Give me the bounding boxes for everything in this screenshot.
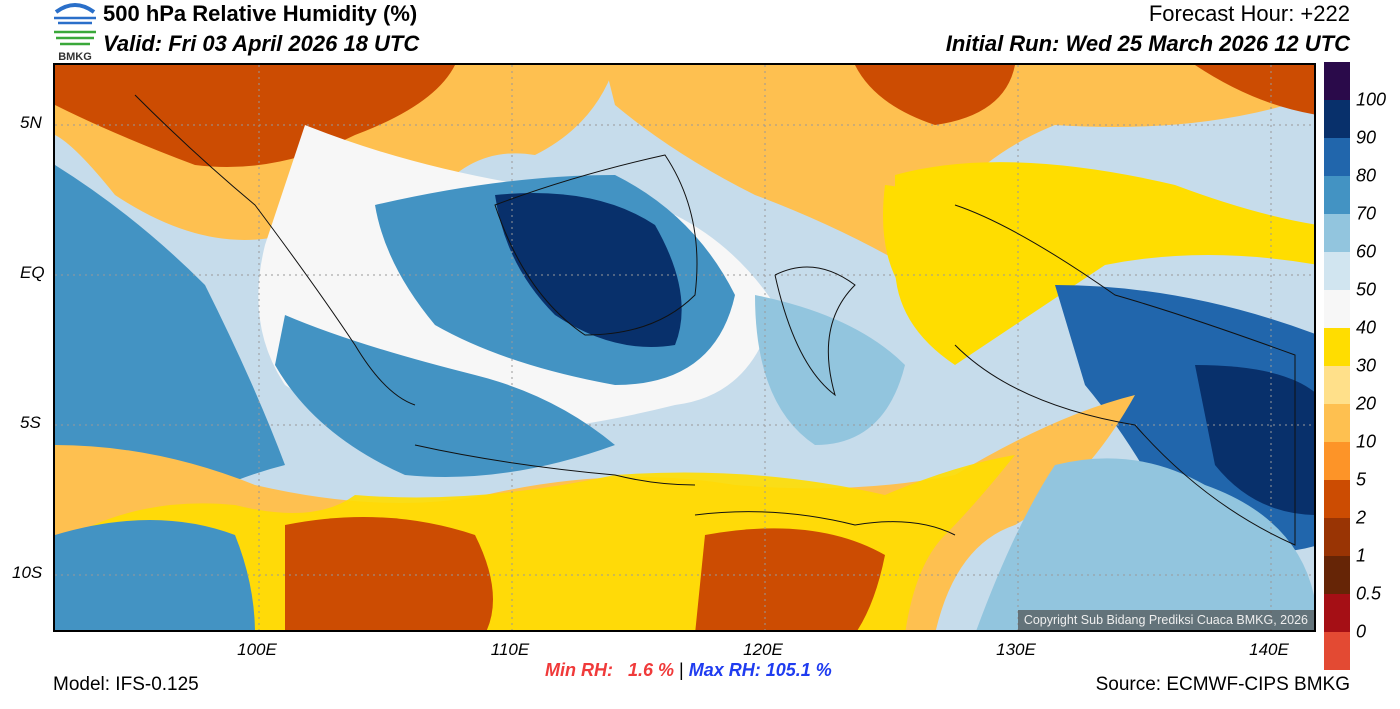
max-rh: Max RH: 105.1 % bbox=[688, 660, 832, 680]
colorbar-bin bbox=[1324, 328, 1350, 366]
colorbar-label: 50 bbox=[1356, 279, 1377, 300]
initial-run: Initial Run: Wed 25 March 2026 12 UTC bbox=[945, 31, 1350, 56]
lon-label: 100E bbox=[237, 640, 277, 659]
colorbar-bin bbox=[1324, 594, 1350, 632]
colorbar-label: 80 bbox=[1356, 165, 1377, 186]
rh-stats: Min RH: 1.6 % | Max RH: 105.1 % bbox=[545, 660, 832, 681]
graticule bbox=[55, 65, 1314, 630]
colorbar-label: 40 bbox=[1356, 317, 1377, 338]
colorbar-label: 90 bbox=[1356, 127, 1377, 148]
colorbar-label: 1 bbox=[1356, 545, 1367, 566]
colorbar-label: 0 bbox=[1356, 621, 1367, 642]
separator: | bbox=[679, 660, 684, 680]
colorbar-label: 70 bbox=[1356, 203, 1377, 224]
humidity-field bbox=[55, 65, 1314, 630]
colorbar-label: 2 bbox=[1356, 507, 1367, 528]
lon-label: 110E bbox=[490, 640, 530, 659]
colorbar-bin bbox=[1324, 252, 1350, 290]
colorbar-bin bbox=[1324, 632, 1350, 670]
colorbar-bin bbox=[1324, 100, 1350, 138]
svg-text:BMKG: BMKG bbox=[58, 51, 92, 62]
colorbar-bin bbox=[1324, 556, 1350, 594]
colorbar-bin bbox=[1324, 214, 1350, 252]
colorbar-label: 100 bbox=[1356, 89, 1387, 110]
colorbar-bin bbox=[1324, 290, 1350, 328]
lat-label: 5N bbox=[20, 113, 42, 132]
colorbar-label: 60 bbox=[1356, 241, 1377, 262]
lat-label: 5S bbox=[20, 413, 41, 432]
colorbar-bin bbox=[1324, 442, 1350, 480]
lat-label: EQ bbox=[20, 263, 45, 282]
colorbar-label: 5 bbox=[1356, 469, 1367, 490]
colorbar-bin bbox=[1324, 176, 1350, 214]
coastlines bbox=[134, 94, 1296, 546]
colorbar-label: 20 bbox=[1356, 393, 1377, 414]
colorbar-bin bbox=[1324, 138, 1350, 176]
colorbar-bin bbox=[1324, 404, 1350, 442]
colorbar-label: 10 bbox=[1356, 431, 1377, 452]
lon-label: 140E bbox=[1249, 640, 1289, 659]
lon-label: 130E bbox=[996, 640, 1036, 659]
colorbar-label: 0.5 bbox=[1356, 583, 1382, 604]
colorbar-bin bbox=[1324, 62, 1350, 100]
colorbar-bin bbox=[1324, 518, 1350, 556]
copyright-notice: Copyright Sub Bidang Prediksi Cuaca BMKG… bbox=[1017, 610, 1314, 630]
colorbar-bin bbox=[1324, 366, 1350, 404]
model-label: Model: IFS-0.125 bbox=[53, 674, 199, 695]
source-label: Source: ECMWF-CIPS BMKG bbox=[1095, 674, 1350, 695]
colorbar-label: 30 bbox=[1356, 355, 1377, 376]
forecast-hour: Forecast Hour: +222 bbox=[1148, 1, 1350, 26]
humidity-map: Copyright Sub Bidang Prediksi Cuaca BMKG… bbox=[53, 63, 1316, 632]
min-rh: Min RH: 1.6 % bbox=[545, 660, 675, 680]
map-title: 500 hPa Relative Humidity (%) bbox=[103, 1, 418, 26]
colorbar bbox=[1324, 62, 1350, 670]
lat-label: 10S bbox=[12, 563, 43, 582]
valid-time: Valid: Fri 03 April 2026 18 UTC bbox=[103, 31, 420, 56]
lon-label: 120E bbox=[743, 640, 783, 659]
bmkg-logo: BMKG bbox=[54, 3, 96, 62]
colorbar-bin bbox=[1324, 480, 1350, 518]
